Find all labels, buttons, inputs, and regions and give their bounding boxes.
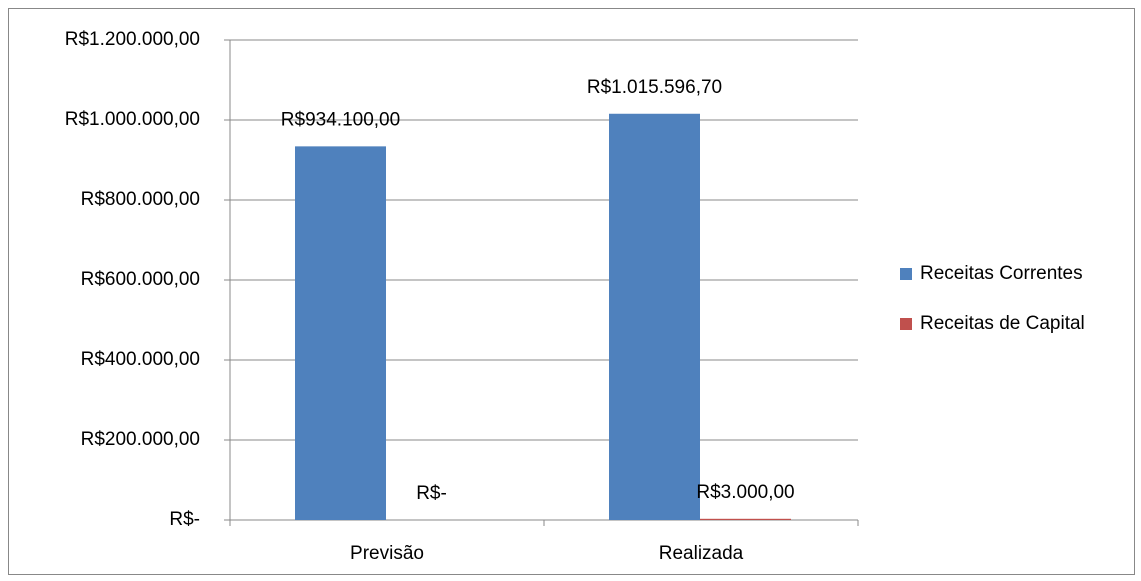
value-label: R$934.100,00 [281, 109, 400, 130]
value-label: R$1.015.596,70 [587, 77, 722, 98]
y-tick-label: R$200.000,00 [81, 429, 200, 450]
y-tick-label: R$600.000,00 [81, 269, 200, 290]
chart-frame [8, 8, 1135, 575]
legend-swatch [900, 318, 912, 330]
bar [700, 518, 791, 520]
y-tick-label: R$800.000,00 [81, 189, 200, 210]
value-label: R$- [416, 483, 447, 504]
y-tick-label: R$400.000,00 [81, 349, 200, 370]
legend-label: Receitas de Capital [920, 313, 1085, 334]
x-tick-label: Previsão [350, 543, 424, 564]
bar [295, 146, 386, 521]
y-tick-label: R$1.200.000,00 [65, 29, 200, 50]
bar [609, 113, 700, 520]
value-label: R$3.000,00 [696, 482, 794, 503]
legend-label: Receitas Correntes [920, 263, 1083, 284]
x-tick-label: Realizada [659, 543, 744, 564]
y-tick-label: R$- [169, 509, 200, 530]
legend-swatch [900, 268, 912, 280]
y-tick-label: R$1.000.000,00 [65, 109, 200, 130]
